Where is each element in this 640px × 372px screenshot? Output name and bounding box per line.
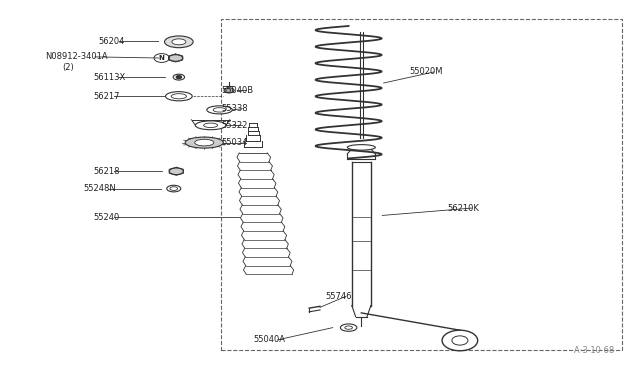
Ellipse shape <box>185 137 223 148</box>
Ellipse shape <box>166 92 192 101</box>
Ellipse shape <box>345 326 353 329</box>
Ellipse shape <box>172 94 186 99</box>
Text: 55034: 55034 <box>221 138 248 147</box>
Ellipse shape <box>173 74 184 80</box>
Ellipse shape <box>348 145 375 150</box>
Ellipse shape <box>340 324 357 331</box>
Ellipse shape <box>213 108 226 112</box>
Text: 55248N: 55248N <box>83 184 116 193</box>
Circle shape <box>176 76 181 78</box>
Ellipse shape <box>170 187 177 190</box>
Text: 56204: 56204 <box>99 37 125 46</box>
Ellipse shape <box>224 88 234 93</box>
Ellipse shape <box>172 39 186 45</box>
Ellipse shape <box>207 106 232 114</box>
Bar <box>221 19 622 350</box>
Text: 56210K: 56210K <box>447 203 479 212</box>
Ellipse shape <box>170 168 183 174</box>
Text: 55020M: 55020M <box>409 67 442 77</box>
Text: 56218: 56218 <box>93 167 120 176</box>
Text: 55338: 55338 <box>221 104 248 113</box>
Ellipse shape <box>169 55 182 61</box>
Text: 55040B: 55040B <box>221 86 253 95</box>
Text: 55240: 55240 <box>93 213 119 222</box>
Text: N08912-3401A: N08912-3401A <box>45 52 108 61</box>
Text: N: N <box>159 55 164 61</box>
Ellipse shape <box>164 36 193 48</box>
Text: (2): (2) <box>63 63 74 72</box>
Ellipse shape <box>195 121 226 130</box>
Ellipse shape <box>195 139 214 146</box>
Ellipse shape <box>204 123 218 128</box>
Text: 56217: 56217 <box>93 92 120 101</box>
Text: 55040A: 55040A <box>253 335 285 344</box>
Text: 55322: 55322 <box>221 121 248 130</box>
Text: 56113X: 56113X <box>93 73 125 81</box>
Text: A·3 10 68: A·3 10 68 <box>574 346 614 355</box>
Text: 55746: 55746 <box>325 292 351 301</box>
Ellipse shape <box>167 185 180 192</box>
